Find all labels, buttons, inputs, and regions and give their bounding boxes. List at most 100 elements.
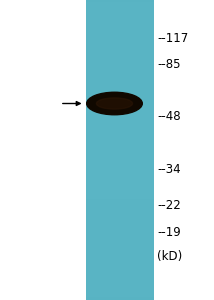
Bar: [86, 195, 154, 196]
Bar: [86, 236, 154, 237]
Bar: [86, 95, 154, 96]
Bar: [86, 259, 154, 260]
Bar: [86, 274, 154, 275]
Bar: [86, 279, 154, 280]
Bar: [86, 286, 154, 287]
Bar: [86, 225, 154, 226]
Bar: [86, 32, 154, 33]
Bar: [86, 36, 154, 37]
Bar: [86, 100, 154, 101]
Bar: [86, 232, 154, 233]
Text: --117: --117: [157, 32, 189, 46]
Text: (kD): (kD): [157, 250, 183, 263]
Bar: [86, 253, 154, 254]
Bar: [86, 275, 154, 276]
Bar: [86, 141, 154, 142]
Text: --48: --48: [157, 110, 181, 124]
Bar: [86, 71, 154, 72]
Bar: [86, 8, 154, 9]
Bar: [86, 138, 154, 139]
Bar: [86, 107, 154, 108]
Bar: [86, 210, 154, 211]
Bar: [86, 52, 154, 53]
Bar: [86, 193, 154, 194]
Bar: [86, 47, 154, 48]
Bar: [86, 0, 154, 1]
Bar: [86, 17, 154, 18]
Bar: [86, 122, 154, 123]
Bar: [86, 127, 154, 128]
Bar: [86, 255, 154, 256]
Bar: [86, 115, 154, 116]
Bar: [86, 164, 154, 165]
Bar: [86, 106, 154, 107]
Bar: [86, 165, 154, 166]
Bar: [86, 159, 154, 160]
Bar: [86, 213, 154, 214]
Bar: [86, 189, 154, 190]
Bar: [86, 55, 154, 56]
Bar: [86, 57, 154, 58]
Bar: [86, 277, 154, 278]
Bar: [86, 261, 154, 262]
Bar: [86, 86, 154, 87]
Bar: [86, 222, 154, 223]
Bar: [86, 240, 154, 241]
Bar: [86, 238, 154, 239]
Bar: [86, 10, 154, 11]
Bar: [86, 172, 154, 173]
Bar: [86, 227, 154, 228]
Bar: [86, 209, 154, 210]
Bar: [86, 247, 154, 248]
Bar: [86, 19, 154, 20]
Bar: [86, 230, 154, 231]
Bar: [86, 180, 154, 181]
Bar: [86, 231, 154, 232]
Bar: [86, 3, 154, 4]
Bar: [86, 37, 154, 38]
Bar: [86, 93, 154, 94]
Bar: [86, 192, 154, 193]
Bar: [86, 168, 154, 169]
Bar: [86, 41, 154, 42]
Bar: [86, 132, 154, 133]
Bar: [86, 219, 154, 220]
Bar: [86, 154, 154, 155]
Bar: [86, 4, 154, 5]
Bar: [86, 28, 154, 29]
Bar: [86, 128, 154, 129]
Bar: [86, 18, 154, 19]
Bar: [86, 293, 154, 294]
Bar: [86, 118, 154, 119]
Bar: [86, 297, 154, 298]
Bar: [86, 194, 154, 195]
Bar: [86, 182, 154, 183]
Bar: [86, 257, 154, 258]
Bar: [86, 26, 154, 27]
Bar: [86, 224, 154, 225]
Bar: [86, 214, 154, 215]
Bar: [86, 229, 154, 230]
Bar: [86, 220, 154, 221]
Bar: [86, 117, 154, 118]
Text: --34: --34: [157, 163, 181, 176]
Bar: [86, 155, 154, 156]
Bar: [86, 13, 154, 14]
Bar: [86, 130, 154, 131]
Bar: [86, 206, 154, 207]
Bar: [86, 289, 154, 290]
Bar: [86, 131, 154, 132]
Bar: [86, 61, 154, 62]
Bar: [86, 203, 154, 204]
Bar: [86, 14, 154, 15]
Bar: [86, 204, 154, 205]
Bar: [86, 77, 154, 78]
Bar: [86, 38, 154, 39]
Bar: [86, 140, 154, 141]
Bar: [86, 156, 154, 157]
Bar: [86, 202, 154, 203]
Text: --19: --19: [157, 226, 181, 239]
Bar: [86, 33, 154, 34]
Text: --22: --22: [157, 199, 181, 212]
Bar: [86, 111, 154, 112]
